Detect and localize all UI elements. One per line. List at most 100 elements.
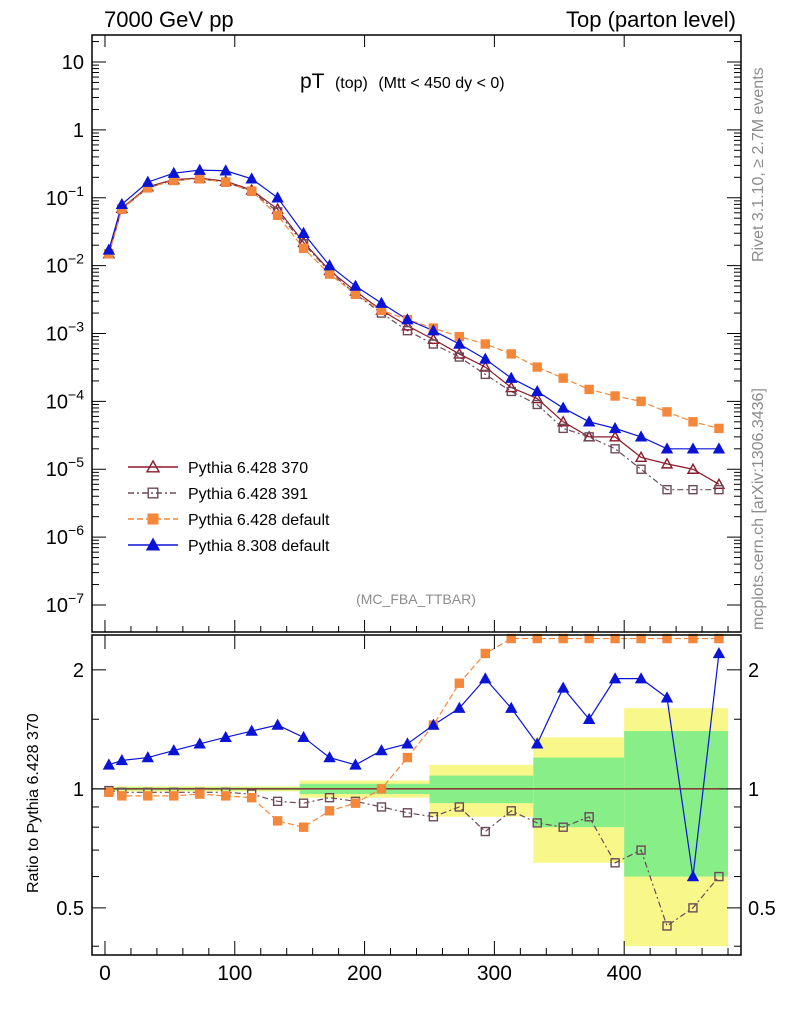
data-point bbox=[532, 399, 542, 410]
ratio-point bbox=[220, 791, 231, 801]
header-left-text: 7000 GeV pp bbox=[104, 7, 234, 32]
ratio-y-tick-label-right: 2 bbox=[748, 660, 759, 682]
ratio-point bbox=[272, 816, 283, 826]
ratio-point bbox=[102, 758, 116, 770]
data-point bbox=[427, 324, 440, 336]
ratio-point bbox=[141, 751, 155, 763]
ratio-point bbox=[298, 822, 309, 832]
ratio-point bbox=[167, 744, 180, 756]
data-point bbox=[686, 442, 700, 454]
data-point bbox=[686, 462, 700, 474]
ratio-y-tick-label: 2 bbox=[73, 660, 84, 682]
x-tick-label: 200 bbox=[347, 962, 382, 985]
x-tick-label: 400 bbox=[607, 962, 642, 985]
ratio-point bbox=[505, 701, 518, 713]
ratio-point bbox=[271, 718, 284, 730]
ratio-point bbox=[246, 792, 257, 803]
data-point bbox=[102, 243, 116, 255]
data-point bbox=[115, 197, 129, 210]
ratio-point bbox=[324, 806, 335, 816]
data-point bbox=[350, 289, 361, 299]
data-point bbox=[556, 401, 570, 413]
y-tick-label: 10−7 bbox=[46, 590, 84, 617]
data-point bbox=[584, 432, 594, 442]
data-point bbox=[558, 423, 568, 434]
ratio-point bbox=[454, 678, 465, 688]
data-point bbox=[167, 166, 180, 178]
ratio-y-tick-label-right: 0.5 bbox=[748, 898, 776, 920]
data-point bbox=[427, 332, 440, 345]
ratio-point bbox=[453, 701, 466, 713]
data-point bbox=[220, 177, 231, 187]
ratio-point bbox=[402, 752, 413, 763]
ratio-point bbox=[688, 903, 698, 913]
ratio-point bbox=[532, 818, 542, 828]
ratio-point bbox=[376, 784, 387, 794]
data-point bbox=[714, 423, 724, 434]
data-point bbox=[480, 339, 490, 349]
legend-marker bbox=[147, 513, 159, 525]
y-tick-label: 10−4 bbox=[46, 386, 84, 413]
legend-marker bbox=[145, 459, 161, 473]
y-tick-label: 10−3 bbox=[46, 319, 84, 346]
data-point bbox=[634, 450, 648, 462]
ratio-point bbox=[634, 672, 648, 684]
x-tick-label: 100 bbox=[217, 962, 252, 985]
data-point bbox=[480, 369, 490, 380]
legend-marker bbox=[147, 487, 159, 499]
data-point bbox=[531, 385, 544, 397]
ratio-point bbox=[531, 737, 544, 749]
ratio-point bbox=[582, 712, 596, 724]
ratio-point bbox=[686, 870, 700, 882]
ratio-point bbox=[636, 845, 646, 855]
data-point bbox=[246, 186, 257, 196]
data-point bbox=[349, 279, 362, 291]
ratio-point bbox=[584, 812, 594, 822]
ratio-point bbox=[608, 672, 622, 684]
data-point bbox=[402, 325, 413, 336]
ratio-point bbox=[376, 802, 387, 812]
ratio-point bbox=[219, 730, 232, 743]
ratio-y-tick-label: 0.5 bbox=[56, 898, 84, 920]
data-point bbox=[662, 407, 672, 417]
ratio-point bbox=[610, 858, 620, 868]
series-line-0 bbox=[108, 177, 720, 485]
data-point bbox=[556, 415, 570, 427]
data-point bbox=[532, 362, 542, 372]
data-point bbox=[245, 172, 258, 184]
legend-marker bbox=[145, 537, 161, 551]
data-point bbox=[688, 484, 698, 495]
series-line-1 bbox=[108, 178, 719, 491]
ratio-point bbox=[712, 647, 726, 659]
ratio-point bbox=[480, 648, 490, 659]
ratio-point bbox=[428, 812, 439, 822]
y-tick-label: 10−2 bbox=[46, 251, 84, 278]
ratio-point bbox=[115, 754, 129, 766]
data-point bbox=[505, 371, 518, 383]
ratio-point bbox=[193, 737, 206, 749]
y-tick-label: 10−1 bbox=[46, 183, 84, 210]
ratio-point bbox=[660, 691, 674, 703]
ratio-point bbox=[479, 672, 492, 684]
data-point bbox=[714, 484, 724, 495]
data-point bbox=[531, 392, 544, 404]
data-point bbox=[141, 175, 155, 187]
ratio-line-0 bbox=[108, 789, 720, 927]
data-point bbox=[375, 296, 388, 308]
legend-label: Pythia 8.308 default bbox=[188, 538, 330, 555]
data-point bbox=[636, 396, 646, 407]
ratio-y-tick-label-right: 1 bbox=[748, 779, 759, 801]
ratio-point bbox=[454, 802, 465, 812]
plot-title: pT (top) (Mtt < 450 dy < 0) bbox=[300, 70, 505, 93]
rivet-version-text: Rivet 3.1.10, ≥ 2.7M events bbox=[750, 67, 767, 262]
y-tick-label: 1 bbox=[73, 120, 84, 142]
ratio-point bbox=[298, 798, 309, 808]
data-point bbox=[662, 484, 672, 495]
axis-ticks: 0 100 200 300 400 10−7 10−6 10−5 10−4 10−3 10−2 10−… bbox=[46, 35, 776, 985]
data-point bbox=[608, 421, 622, 434]
ratio-point bbox=[195, 789, 205, 799]
plot-title-main: pT bbox=[300, 70, 325, 93]
series-line-3 bbox=[108, 169, 719, 450]
ratio-point bbox=[350, 798, 361, 808]
